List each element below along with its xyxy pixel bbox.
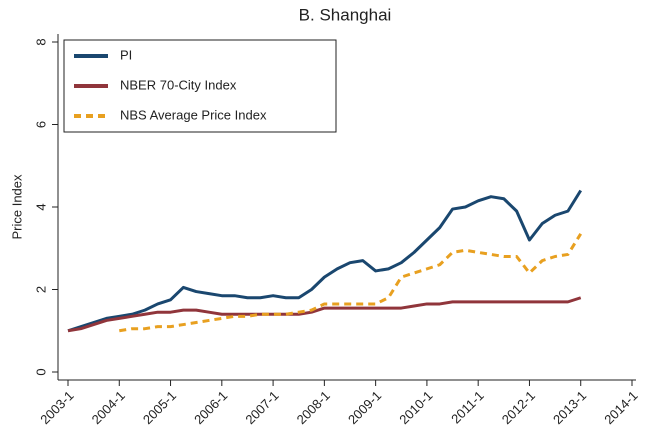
series-line: [67, 296, 582, 333]
legend-box: [63, 39, 337, 133]
x-tick-label: 2014-1: [601, 388, 640, 427]
x-tick-label: 2011-1: [448, 388, 487, 427]
legend-label: PI: [120, 47, 132, 62]
y-tick-label: 6: [33, 121, 48, 128]
y-axis-label: Price Index: [9, 174, 24, 240]
x-tick-label: 2012-1: [499, 388, 538, 427]
x-tick-label: 2003-1: [37, 388, 76, 427]
x-tick-label: 2006-1: [191, 388, 230, 427]
x-tick-label: 2004-1: [89, 388, 128, 427]
y-tick-label: 4: [33, 203, 48, 210]
legend-label: NBS Average Price Index: [120, 107, 267, 122]
x-tick-label: 2013-1: [550, 388, 589, 427]
y-tick-label: 0: [33, 368, 48, 375]
series-line: [67, 189, 583, 333]
legend-label: NBER 70-City Index: [120, 77, 237, 92]
x-tick-label: 2005-1: [140, 388, 179, 427]
series-line: [119, 233, 583, 333]
x-tick-label: 2007-1: [242, 388, 281, 427]
chart-title: B. Shanghai: [299, 5, 392, 24]
y-tick-label: 8: [33, 38, 48, 45]
x-tick-label: 2009-1: [345, 388, 384, 427]
x-tick-label: 2010-1: [396, 388, 435, 427]
y-tick-label: 2: [33, 286, 48, 293]
x-tick-label: 2008-1: [294, 388, 333, 427]
